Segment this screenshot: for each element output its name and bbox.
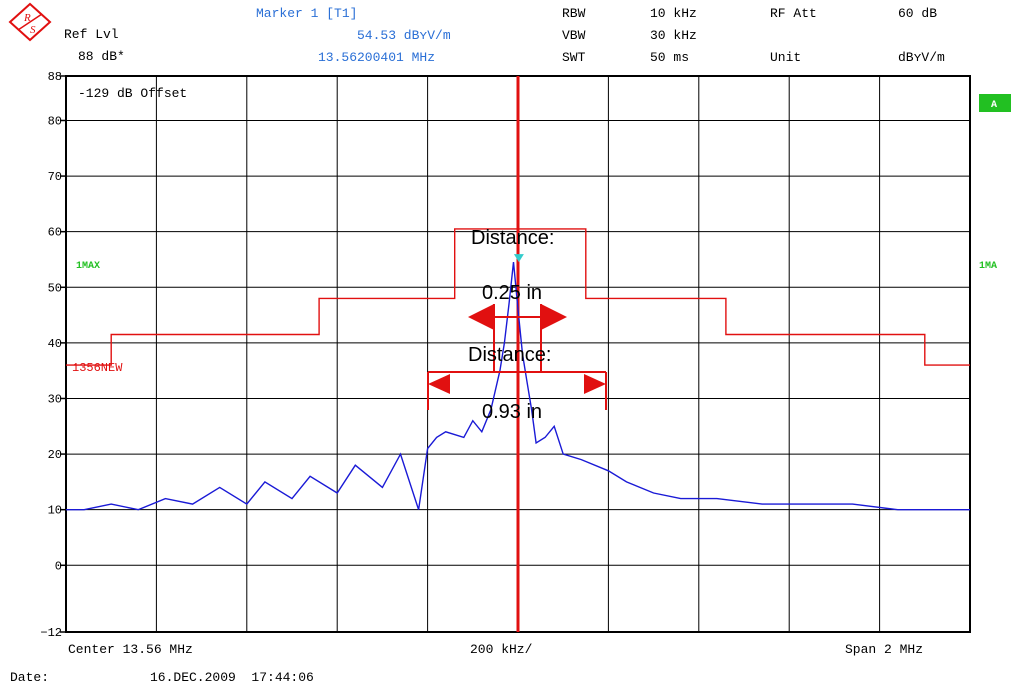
y-tick-labels: −12 0 10 20 30 40 50 60 70 80 88 [40, 70, 66, 640]
trace-1max [66, 262, 970, 511]
date-value: 16.DEC.2009 17:44:06 [150, 670, 314, 685]
trace-label-right: 1MA [979, 261, 997, 272]
y-tick-label: −12 [40, 626, 62, 640]
y-tick-label: 50 [48, 281, 62, 295]
y-tick-label: 88 [48, 70, 62, 84]
y-tick-label: 70 [48, 170, 62, 184]
y-tick-label: 30 [48, 392, 62, 406]
y-tick-label: 20 [48, 448, 62, 462]
y-tick-label: 0 [55, 559, 62, 573]
distance-value-1: 0.25 in [482, 282, 542, 304]
distance-label-2: Distance: [468, 344, 551, 366]
distance-value-2: 0.93 in [482, 401, 542, 423]
ref-lvl-value: 88 dB* [78, 49, 125, 64]
unit-value: dBʏV/m [898, 50, 945, 65]
rf-att-label: RF Att [770, 6, 817, 21]
span: Span 2 MHz [845, 642, 923, 657]
unit-label: Unit [770, 50, 801, 65]
trace-label-left: 1MAX [76, 261, 100, 272]
y-tick-label: 80 [48, 114, 62, 128]
marker-frequency: 13.56200401 MHz [318, 50, 435, 65]
vbw-label: VBW [562, 28, 586, 43]
y-tick-label: 40 [48, 337, 62, 351]
distance-label-1: Distance: [471, 227, 554, 249]
center-frequency: Center 13.56 MHz [68, 642, 193, 657]
marker-title: Marker 1 [T1] [256, 6, 357, 21]
distance-annotation-2: Distance: 0.93 in [427, 344, 607, 423]
rs-logo: R S [8, 2, 52, 42]
swt-label: SWT [562, 50, 586, 65]
y-tick-label: 10 [48, 504, 62, 518]
marker-1-symbol [513, 254, 524, 263]
per-division: 200 kHz/ [470, 642, 533, 657]
vbw-value: 30 kHz [650, 28, 697, 43]
svg-text:S: S [30, 24, 36, 36]
rbw-label: RBW [562, 6, 586, 21]
badge-a: A [979, 94, 1011, 112]
distance-annotation-1: Distance: 0.25 in [468, 227, 567, 372]
marker-level: 54.53 dBʏV/m [357, 28, 451, 43]
rf-att-value: 60 dB [898, 6, 937, 21]
date-label: Date: [10, 670, 49, 685]
rbw-value: 10 kHz [650, 6, 697, 21]
y-tick-label: 60 [48, 226, 62, 240]
svg-text:R: R [23, 12, 31, 24]
limit-line-label: 1356NEW [72, 361, 123, 375]
svg-text:A: A [991, 100, 997, 111]
offset-label: -129 dB Offset [78, 86, 187, 101]
swt-value: 50 ms [650, 50, 689, 65]
limit-line-1356new [66, 228, 970, 366]
ref-lvl-label: Ref Lvl [64, 27, 119, 42]
